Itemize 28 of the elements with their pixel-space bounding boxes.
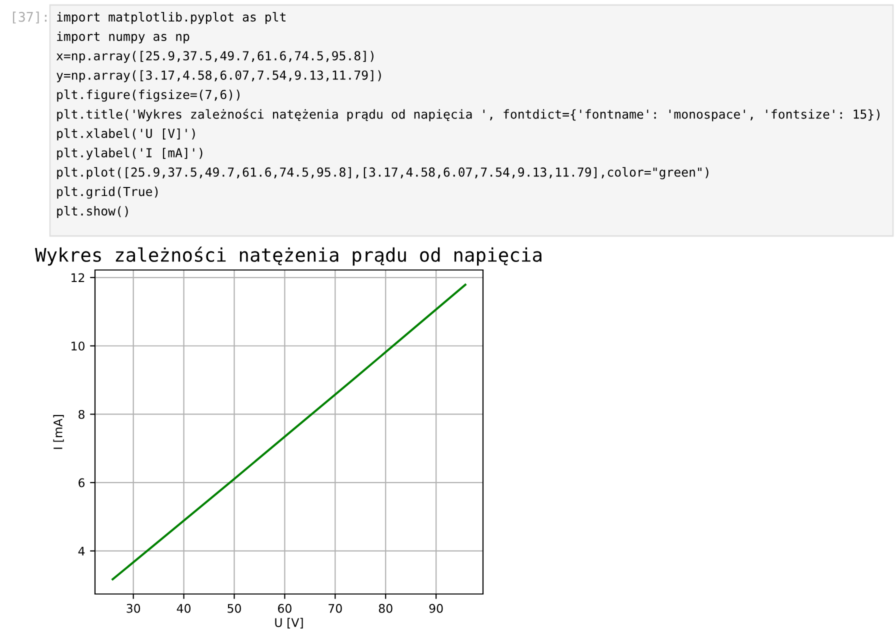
text: plt.title('Wykres zależności natężenia prądu od napięcia ', fontdict={'fontname': 'monospace', 'fontsize': 15})	[57, 108, 880, 122]
text: y=np.array([3.17,4.58,6.07,7.54,9.13,11.79])	[56, 70, 381, 82]
text: plt.plot([25.9,37.5,49.7,61.6,74.5,95.8],[3.17,4.58,6.07,7.54,9.13,11.79],color="green")	[57, 167, 708, 180]
x-tick-label: 80	[378, 604, 392, 613]
y-tick-label: 4	[78, 546, 85, 556]
y-tick-label: 12	[72, 273, 84, 282]
x-tick-label: 30	[126, 604, 140, 613]
x-tick-label: 70	[328, 604, 342, 613]
x-tick-label: 90	[429, 604, 443, 613]
text: import matplotlib.pyplot as plt	[57, 12, 286, 24]
text: plt.xlabel('U [V]')	[57, 128, 195, 140]
x-tick-label: 60	[278, 604, 292, 613]
y-tick-label: 8	[78, 410, 84, 419]
text: plt.ylabel('I [mA]')	[57, 148, 202, 160]
text: plt.grid(True)	[57, 186, 158, 199]
y-axis-title: I [mA]	[53, 415, 64, 449]
x-tick-label: 40	[176, 604, 191, 613]
line-series	[112, 284, 466, 580]
chart-title: Wykres zależności natężenia prądu od napięcia	[35, 246, 542, 266]
text: import numpy as np	[57, 31, 190, 44]
text: plt.show()	[57, 206, 128, 218]
x-tick-label: 50	[228, 604, 241, 613]
y-tick-label: 6	[78, 478, 85, 488]
y-tick-label: 10	[72, 342, 84, 351]
text: [37]:	[12, 12, 47, 24]
x-axis-title: U [V]	[275, 618, 303, 628]
text: plt.figure(figsize=(7,6))	[57, 90, 240, 102]
text: x=np.array([25.9,37.5,49.7,61.6,74.5,95.8])	[56, 50, 374, 63]
